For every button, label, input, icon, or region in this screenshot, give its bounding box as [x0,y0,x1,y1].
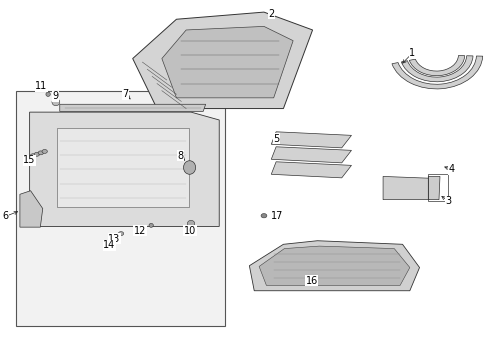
Text: 11: 11 [35,81,47,91]
Polygon shape [20,191,42,227]
Polygon shape [30,112,219,226]
Polygon shape [57,128,188,207]
Ellipse shape [261,213,266,218]
Text: 17: 17 [271,211,283,221]
Text: 3: 3 [445,197,451,206]
Text: 13: 13 [108,234,120,244]
Polygon shape [427,176,439,200]
Text: 8: 8 [177,151,183,161]
Ellipse shape [149,224,153,227]
Polygon shape [162,26,292,98]
Text: 4: 4 [447,164,453,174]
Ellipse shape [34,152,40,156]
Polygon shape [249,241,419,291]
Text: 16: 16 [305,276,317,286]
Ellipse shape [52,99,60,106]
Polygon shape [271,162,351,178]
Ellipse shape [30,154,36,158]
Text: 14: 14 [103,240,115,250]
Wedge shape [401,56,472,82]
FancyBboxPatch shape [16,91,224,327]
Polygon shape [132,12,312,109]
Polygon shape [271,132,351,148]
Text: 5: 5 [272,134,279,144]
Ellipse shape [38,151,43,155]
Text: 15: 15 [23,156,36,165]
Text: 2: 2 [267,9,274,19]
Ellipse shape [183,161,195,174]
Text: 9: 9 [53,91,59,101]
Ellipse shape [118,231,123,235]
Polygon shape [60,104,205,111]
Ellipse shape [46,92,50,96]
Wedge shape [408,55,464,76]
Polygon shape [271,147,351,163]
Wedge shape [391,56,482,89]
Bar [427,174,447,202]
Text: 6: 6 [2,211,8,221]
Ellipse shape [113,237,119,241]
Ellipse shape [187,220,194,227]
Polygon shape [259,246,409,285]
Text: 12: 12 [134,226,146,236]
Polygon shape [382,176,431,200]
Ellipse shape [42,149,47,153]
Text: 10: 10 [183,226,196,236]
Text: 7: 7 [122,89,128,99]
Text: 1: 1 [408,48,414,58]
